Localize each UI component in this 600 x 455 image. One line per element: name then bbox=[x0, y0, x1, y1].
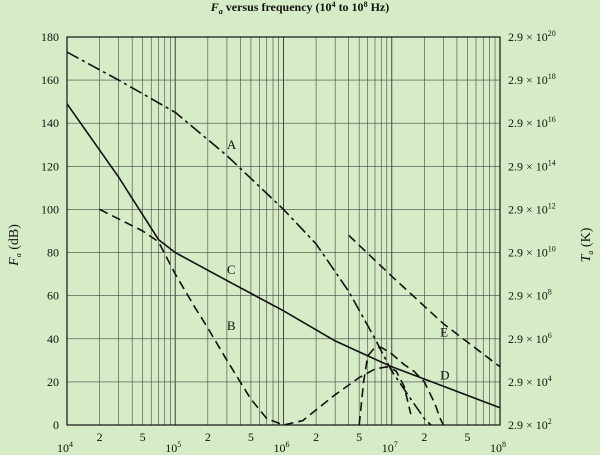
x-tick-label: 108 bbox=[490, 440, 506, 455]
x-tick-label: 107 bbox=[382, 440, 398, 455]
x-minor-tick-label: 2 bbox=[421, 430, 427, 444]
series-label-d: D bbox=[440, 367, 449, 382]
series-group bbox=[66, 51, 501, 426]
y-tick-label: 120 bbox=[41, 159, 59, 173]
series-label-b: B bbox=[227, 318, 236, 333]
y-tick-label: 60 bbox=[47, 289, 59, 303]
x-tick-label: 106 bbox=[274, 440, 290, 455]
y2-tick-label: 2.9 × 1016 bbox=[508, 115, 556, 130]
x-minor-tick-label: 2 bbox=[313, 430, 319, 444]
y2-tick-label: 2.9 × 104 bbox=[508, 374, 552, 389]
x-minor-tick-label: 5 bbox=[248, 430, 254, 444]
y-tick-label: 180 bbox=[41, 30, 59, 44]
y-tick-label: 0 bbox=[53, 418, 59, 432]
y-axis-label: Fa (dB) bbox=[7, 224, 23, 267]
y2-axis-label: Ta (K) bbox=[579, 227, 595, 262]
plot-frame bbox=[66, 36, 501, 426]
tick-labels: 0 20 40 60 80 100 120 140 160 180 2.9 × 102 2.9 × 1… bbox=[41, 29, 556, 455]
x-tick-label: 104 bbox=[57, 440, 73, 455]
y2-tick-label: 2.9 × 106 bbox=[508, 331, 552, 346]
series-label-a: A bbox=[227, 137, 237, 152]
x-minor-tick-label: 5 bbox=[464, 430, 470, 444]
y2-tick-label: 2.9 × 108 bbox=[508, 288, 552, 303]
chart-title: Fa versus frequency (104 to 108 Hz) bbox=[210, 0, 389, 16]
y-tick-label: 140 bbox=[41, 116, 59, 130]
x-tick-label: 105 bbox=[165, 440, 181, 455]
y2-tick-label: 2.9 × 1020 bbox=[508, 29, 556, 44]
y-tick-label: 80 bbox=[47, 246, 59, 260]
x-minor-tick-label: 2 bbox=[97, 430, 103, 444]
grid-lines bbox=[67, 36, 500, 426]
series-line-c bbox=[66, 103, 501, 409]
series-line-e bbox=[348, 234, 501, 368]
series-line-b bbox=[99, 208, 412, 426]
y-tick-label: 20 bbox=[47, 375, 59, 389]
y2-tick-label: 2.9 × 1012 bbox=[508, 201, 556, 216]
y-tick-label: 40 bbox=[47, 332, 59, 346]
y-tick-label: 160 bbox=[41, 73, 59, 87]
y-tick-label: 100 bbox=[41, 202, 59, 216]
axes bbox=[66, 36, 501, 426]
series-label-c: C bbox=[227, 262, 236, 277]
series-label-e: E bbox=[440, 324, 448, 339]
y2-tick-label: 2.9 × 1010 bbox=[508, 245, 556, 260]
y2-tick-label: 2.9 × 1018 bbox=[508, 72, 556, 87]
series-line-d bbox=[358, 346, 445, 426]
x-minor-tick-label: 5 bbox=[356, 430, 362, 444]
series-line-a bbox=[66, 51, 432, 426]
y2-tick-label: 2.9 × 1014 bbox=[508, 158, 556, 173]
x-minor-tick-label: 5 bbox=[140, 430, 146, 444]
x-minor-tick-label: 2 bbox=[205, 430, 211, 444]
y2-tick-label: 2.9 × 102 bbox=[508, 417, 552, 432]
